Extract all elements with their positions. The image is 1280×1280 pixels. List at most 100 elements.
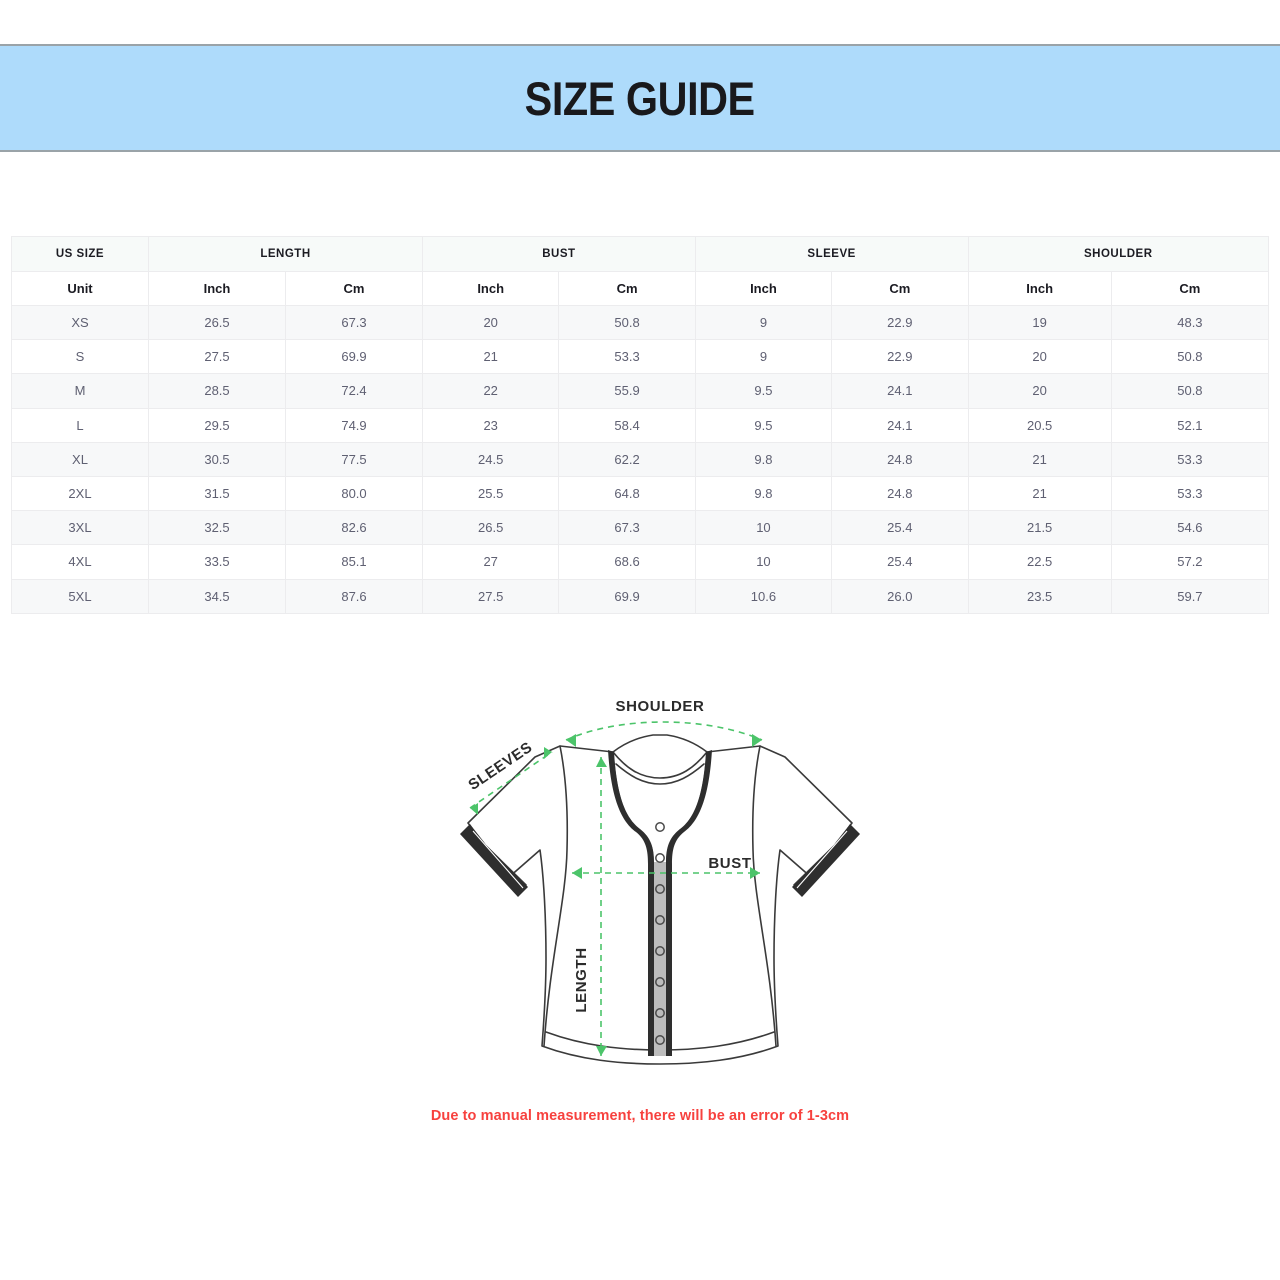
cell-bust-inch: 20	[421, 304, 560, 341]
cell-length-cm: 74.9	[285, 407, 423, 443]
table-row: M 28.5 72.4 22 55.9 9.5 24.1 20 50.8	[11, 373, 1270, 409]
cell-length-inch: 30.5	[148, 441, 286, 477]
size-chart-table: US SIZE LENGTH BUST SLEEVE SHOULDER Unit…	[11, 236, 1270, 614]
table-row: 5XL 34.5 87.6 27.5 69.9 10.6 26.0 23.5 59.7	[11, 578, 1270, 614]
cell-sleeve-inch: 9.5	[694, 407, 833, 443]
cell-shoulder-inch: 20	[967, 339, 1112, 375]
cell-sleeve-inch: 10	[694, 510, 833, 546]
cell-bust-inch: 27.5	[421, 578, 560, 614]
cell-shoulder-cm: 48.3	[1110, 304, 1270, 341]
shoulder-label: SHOULDER	[616, 698, 705, 715]
cell-shoulder-inch: 20.5	[967, 407, 1112, 443]
cell-length-cm: 85.1	[285, 544, 423, 580]
unit-header-length-inch: Inch	[148, 271, 286, 306]
cell-sleeve-cm: 24.8	[831, 441, 969, 477]
cell-bust-cm: 53.3	[558, 339, 696, 375]
sleeves-guide-line	[469, 751, 553, 809]
table-row: XS 26.5 67.3 20 50.8 9 22.9 19 48.3	[11, 304, 1270, 341]
cell-bust-inch: 22	[421, 373, 560, 409]
cell-length-inch: 26.5	[148, 304, 286, 341]
unit-header-sleeve-inch: Inch	[694, 271, 833, 306]
table-row: 3XL 32.5 82.6 26.5 67.3 10 25.4 21.5 54.6	[11, 510, 1270, 546]
measurement-disclaimer: Due to manual measurement, there will be…	[430, 1108, 850, 1124]
jersey-placket-stripes	[608, 750, 712, 1056]
cell-length-inch: 27.5	[148, 339, 286, 375]
cell-sleeve-cm: 22.9	[831, 304, 969, 341]
cell-length-inch: 33.5	[148, 544, 286, 580]
cell-sleeve-inch: 9.5	[694, 373, 833, 409]
cell-bust-inch: 21	[421, 339, 560, 375]
cell-shoulder-inch: 21.5	[967, 510, 1112, 546]
cell-length-cm: 82.6	[285, 510, 423, 546]
cell-bust-cm: 69.9	[558, 578, 696, 614]
cell-shoulder-cm: 57.2	[1110, 544, 1270, 580]
cell-sleeve-cm: 25.4	[831, 544, 969, 580]
cell-shoulder-cm: 53.3	[1110, 475, 1270, 512]
cell-size: XL	[11, 441, 149, 477]
cell-sleeve-inch: 9	[694, 304, 833, 341]
cell-size: S	[11, 339, 149, 375]
unit-header-shoulder-cm: Cm	[1110, 271, 1270, 306]
page-title: SIZE GUIDE	[524, 71, 756, 125]
cell-length-cm: 72.4	[285, 373, 423, 409]
cell-bust-cm: 64.8	[558, 475, 696, 512]
group-header-bust: BUST	[422, 236, 696, 272]
cell-sleeve-inch: 9.8	[694, 441, 833, 477]
cell-bust-cm: 55.9	[558, 373, 696, 409]
cell-shoulder-inch: 21	[967, 441, 1112, 477]
table-row: L 29.5 74.9 23 58.4 9.5 24.1 20.5 52.1	[11, 407, 1270, 443]
cell-shoulder-inch: 21	[967, 475, 1112, 512]
cell-bust-cm: 62.2	[558, 441, 696, 477]
unit-header-sleeve-cm: Cm	[831, 271, 969, 306]
cell-size: XS	[11, 304, 149, 341]
cell-length-inch: 32.5	[148, 510, 286, 546]
group-header-length: LENGTH	[148, 236, 423, 272]
cell-shoulder-cm: 59.7	[1110, 578, 1270, 614]
cell-shoulder-inch: 23.5	[967, 578, 1112, 614]
cell-sleeve-cm: 24.1	[831, 373, 969, 409]
cell-shoulder-cm: 50.8	[1110, 373, 1270, 409]
cell-length-cm: 87.6	[285, 578, 423, 614]
table-row: XL 30.5 77.5 24.5 62.2 9.8 24.8 21 53.3	[11, 441, 1270, 477]
length-label: LENGTH	[573, 947, 590, 1012]
table-row: S 27.5 69.9 21 53.3 9 22.9 20 50.8	[11, 339, 1270, 375]
cell-length-cm: 77.5	[285, 441, 423, 477]
cell-bust-inch: 27	[421, 544, 560, 580]
cell-sleeve-cm: 26.0	[831, 578, 969, 614]
cell-shoulder-cm: 53.3	[1110, 441, 1270, 477]
cell-length-inch: 34.5	[148, 578, 286, 614]
measurement-arrowheads	[470, 734, 762, 1056]
measurement-guides	[469, 721, 763, 1056]
cell-shoulder-inch: 19	[967, 304, 1112, 341]
group-header-row: US SIZE LENGTH BUST SLEEVE SHOULDER	[11, 236, 1269, 272]
cell-shoulder-cm: 54.6	[1110, 510, 1270, 546]
cell-size: 2XL	[11, 475, 149, 512]
cell-length-cm: 69.9	[285, 339, 423, 375]
cell-bust-inch: 26.5	[421, 510, 560, 546]
cell-size: 5XL	[11, 578, 149, 614]
unit-header-row: Unit Inch Cm Inch Cm Inch Cm Inch Cm	[11, 271, 1270, 306]
cell-bust-cm: 67.3	[558, 510, 696, 546]
cell-length-inch: 29.5	[148, 407, 286, 443]
cell-bust-cm: 68.6	[558, 544, 696, 580]
table-row: 4XL 33.5 85.1 27 68.6 10 25.4 22.5 57.2	[11, 544, 1270, 580]
table-row: 2XL 31.5 80.0 25.5 64.8 9.8 24.8 21 53.3	[11, 475, 1270, 512]
cell-sleeve-cm: 25.4	[831, 510, 969, 546]
cell-sleeve-inch: 10	[694, 544, 833, 580]
cell-sleeve-cm: 22.9	[831, 339, 969, 375]
cell-length-inch: 28.5	[148, 373, 286, 409]
jersey-measurement-diagram: SHOULDER SLEEVES BUST LENGTH	[440, 690, 880, 1090]
size-guide-banner: SIZE GUIDE	[0, 44, 1280, 152]
unit-header-length-cm: Cm	[285, 271, 423, 306]
group-header-us-size: US SIZE	[11, 236, 149, 272]
cell-bust-inch: 24.5	[421, 441, 560, 477]
cell-size: L	[11, 407, 149, 443]
cell-shoulder-cm: 52.1	[1110, 407, 1270, 443]
cell-size: 3XL	[11, 510, 149, 546]
cell-sleeve-cm: 24.8	[831, 475, 969, 512]
cell-length-cm: 80.0	[285, 475, 423, 512]
cell-bust-inch: 25.5	[421, 475, 560, 512]
size-chart-container: US SIZE LENGTH BUST SLEEVE SHOULDER Unit…	[11, 236, 1270, 614]
unit-header-us-size: Unit	[11, 271, 149, 306]
unit-header-bust-inch: Inch	[421, 271, 560, 306]
